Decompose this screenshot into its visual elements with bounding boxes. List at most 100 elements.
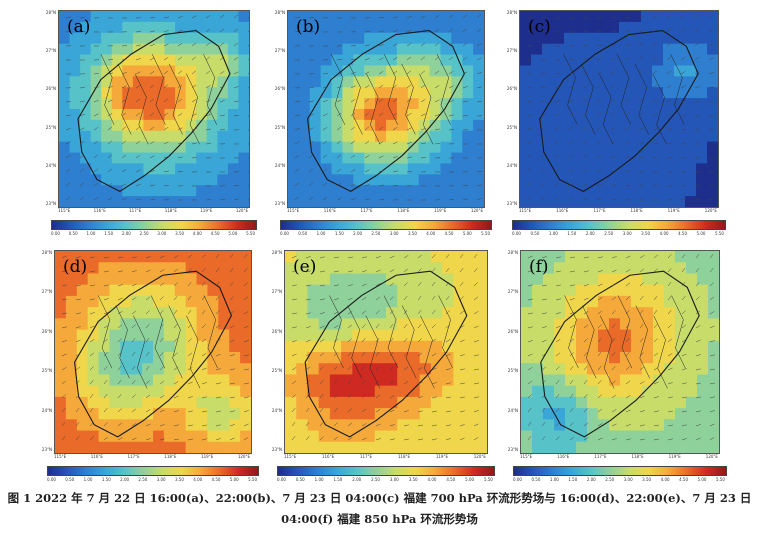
heatmap-cell bbox=[697, 385, 709, 398]
wind-vector bbox=[131, 310, 137, 315]
heatmap-cell bbox=[620, 374, 632, 387]
heatmap-cell bbox=[153, 441, 165, 453]
heatmap-cell bbox=[630, 185, 642, 197]
heatmap-cell bbox=[532, 352, 544, 364]
wind-vector bbox=[473, 325, 479, 329]
heatmap-cell bbox=[98, 318, 111, 331]
wind-vector bbox=[709, 340, 715, 343]
wind-vector bbox=[639, 438, 645, 441]
wind-vector bbox=[611, 366, 616, 371]
wind-vector bbox=[434, 99, 440, 103]
heatmap-cell bbox=[386, 130, 398, 143]
heatmap-cell bbox=[227, 76, 240, 88]
heatmap-cell bbox=[109, 295, 121, 308]
heatmap-cell bbox=[630, 87, 642, 99]
wind-vector bbox=[294, 16, 300, 19]
heatmap-cell bbox=[154, 65, 166, 77]
wind-vector bbox=[667, 382, 673, 385]
wind-vector bbox=[333, 311, 339, 315]
wind-vector bbox=[131, 408, 137, 413]
heatmap-cell bbox=[397, 363, 410, 376]
wind-vector bbox=[434, 143, 440, 145]
wind-vector bbox=[541, 407, 546, 413]
heatmap-cell bbox=[576, 419, 588, 432]
colorbar-tick-label: 4.50 bbox=[444, 231, 454, 236]
wind-vector bbox=[526, 182, 531, 187]
wind-vector bbox=[145, 394, 151, 399]
heatmap-cell bbox=[464, 251, 477, 263]
wind-vector bbox=[392, 57, 398, 61]
wind-vector bbox=[694, 28, 700, 33]
wind-vector bbox=[652, 142, 658, 145]
wind-vector bbox=[378, 112, 384, 117]
heatmap-cell bbox=[364, 76, 376, 88]
wind-vector bbox=[149, 84, 155, 89]
heatmap-cell bbox=[451, 54, 463, 67]
wind-vector bbox=[173, 352, 178, 357]
heatmap-cell bbox=[120, 385, 132, 398]
heatmap-cell bbox=[55, 374, 67, 387]
heatmap-cell bbox=[76, 374, 89, 387]
heatmap-cell bbox=[565, 408, 577, 420]
wind-vector bbox=[79, 141, 85, 145]
heatmap-cell bbox=[554, 419, 566, 432]
heatmap-cell bbox=[386, 119, 398, 132]
wind-vector bbox=[554, 154, 559, 159]
heatmap-cell bbox=[153, 262, 165, 275]
heatmap-cell bbox=[451, 141, 463, 154]
wind-vector bbox=[219, 199, 225, 201]
wind-vector bbox=[596, 155, 602, 159]
heatmap-cell bbox=[642, 419, 654, 432]
heatmap-cell bbox=[598, 408, 610, 420]
heatmap-cell bbox=[206, 32, 218, 45]
wind-vector bbox=[135, 140, 141, 145]
wind-vector bbox=[291, 270, 297, 273]
heatmap-cell bbox=[307, 385, 320, 398]
heatmap-cell bbox=[90, 65, 102, 77]
heatmap-cell bbox=[320, 87, 333, 99]
heatmap-cell bbox=[576, 441, 588, 453]
wind-vector bbox=[347, 256, 353, 259]
wind-vector bbox=[103, 422, 108, 427]
heatmap-cell bbox=[619, 43, 631, 56]
heatmap-cell bbox=[76, 340, 89, 353]
heatmap-cell bbox=[609, 419, 621, 432]
heatmap-cell bbox=[298, 76, 311, 88]
heatmap-cell bbox=[374, 385, 387, 398]
heatmap-cell bbox=[442, 329, 454, 342]
heatmap-cell bbox=[462, 196, 474, 207]
heatmap-cell bbox=[532, 430, 544, 443]
heatmap-cell bbox=[685, 43, 697, 56]
heatmap-cell bbox=[240, 363, 251, 376]
heatmap-cell bbox=[227, 174, 240, 186]
heatmap-cell bbox=[531, 109, 543, 121]
wind-vector bbox=[319, 339, 325, 343]
heatmap-cell bbox=[320, 196, 333, 207]
heatmap-cell bbox=[318, 295, 331, 308]
heatmap-cell bbox=[331, 11, 344, 23]
heatmap-cell bbox=[609, 284, 621, 297]
heatmap-cell bbox=[207, 307, 219, 319]
heatmap-cell bbox=[65, 352, 78, 364]
heatmap-cell bbox=[320, 11, 333, 23]
heatmap-cell bbox=[154, 43, 166, 56]
heatmap-cell bbox=[587, 251, 599, 263]
heatmap-cell bbox=[142, 251, 154, 263]
wind-vector bbox=[582, 99, 588, 103]
wind-vector bbox=[361, 256, 367, 259]
heatmap-cell bbox=[532, 374, 544, 387]
heatmap-cell bbox=[298, 87, 311, 99]
wind-vector bbox=[541, 284, 547, 287]
heatmap-cell bbox=[76, 273, 89, 286]
heatmap-cell bbox=[542, 65, 554, 77]
y-tick-label: 28°N bbox=[45, 10, 56, 15]
heatmap-cell bbox=[143, 43, 155, 56]
heatmap-cell bbox=[397, 408, 410, 420]
heatmap-cell bbox=[331, 141, 344, 154]
heatmap-cell bbox=[686, 419, 698, 432]
wind-vector bbox=[583, 394, 588, 399]
heatmap-cell bbox=[408, 295, 421, 308]
heatmap-cell bbox=[653, 385, 665, 398]
heatmap-cell bbox=[609, 385, 621, 398]
heatmap-cell bbox=[418, 87, 431, 99]
